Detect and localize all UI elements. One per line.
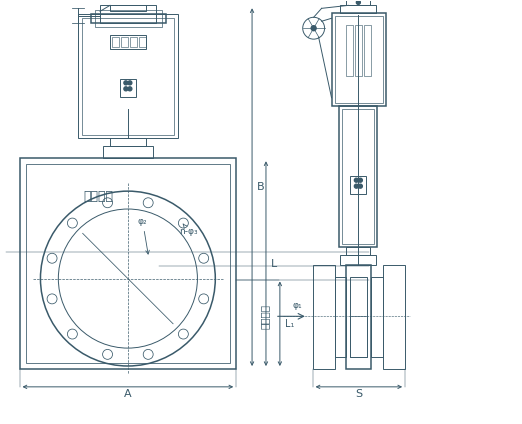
Circle shape	[128, 81, 132, 85]
Bar	[121, 37, 128, 47]
Bar	[340, 255, 376, 265]
Bar	[347, 0, 370, 6]
Bar	[335, 16, 383, 103]
Bar	[340, 6, 376, 13]
Circle shape	[128, 87, 132, 91]
Bar	[339, 106, 377, 247]
Text: n-φ₃: n-φ₃	[180, 224, 198, 236]
Bar	[355, 25, 362, 76]
Text: φ₁: φ₁	[293, 301, 303, 310]
Bar	[335, 276, 347, 357]
Bar	[91, 14, 165, 23]
Text: 水流方向: 水流方向	[260, 304, 270, 329]
Bar	[347, 25, 353, 76]
Text: 核心制造: 核心制造	[83, 190, 113, 203]
Bar	[383, 265, 405, 369]
Text: L₁: L₁	[285, 319, 294, 329]
Bar	[110, 35, 146, 49]
Bar	[313, 265, 335, 369]
Bar	[364, 25, 371, 76]
Bar	[20, 158, 236, 369]
Bar	[103, 146, 153, 158]
Bar	[112, 37, 119, 47]
Text: B: B	[257, 182, 265, 192]
Bar	[342, 109, 374, 244]
Bar	[120, 79, 136, 97]
Bar	[350, 316, 367, 357]
Text: A: A	[124, 389, 132, 399]
Bar	[95, 10, 162, 27]
Bar	[82, 18, 174, 134]
Bar	[347, 247, 370, 255]
Circle shape	[354, 184, 359, 188]
Circle shape	[124, 81, 128, 85]
Bar	[78, 14, 177, 139]
Bar	[100, 6, 156, 23]
Circle shape	[354, 178, 359, 182]
Text: φ₂: φ₂	[138, 217, 149, 254]
Bar	[347, 265, 371, 369]
Bar	[26, 165, 230, 363]
Bar	[139, 37, 146, 47]
Bar	[331, 13, 386, 106]
Bar	[110, 139, 146, 146]
Bar	[350, 276, 367, 357]
Circle shape	[357, 0, 360, 4]
Circle shape	[359, 184, 362, 188]
Circle shape	[124, 87, 128, 91]
Bar	[110, 6, 146, 11]
Circle shape	[359, 178, 362, 182]
Bar	[130, 37, 137, 47]
Circle shape	[311, 26, 316, 31]
Bar	[350, 176, 366, 194]
Text: L: L	[271, 259, 277, 269]
Text: S: S	[355, 389, 362, 399]
Bar	[371, 276, 383, 357]
